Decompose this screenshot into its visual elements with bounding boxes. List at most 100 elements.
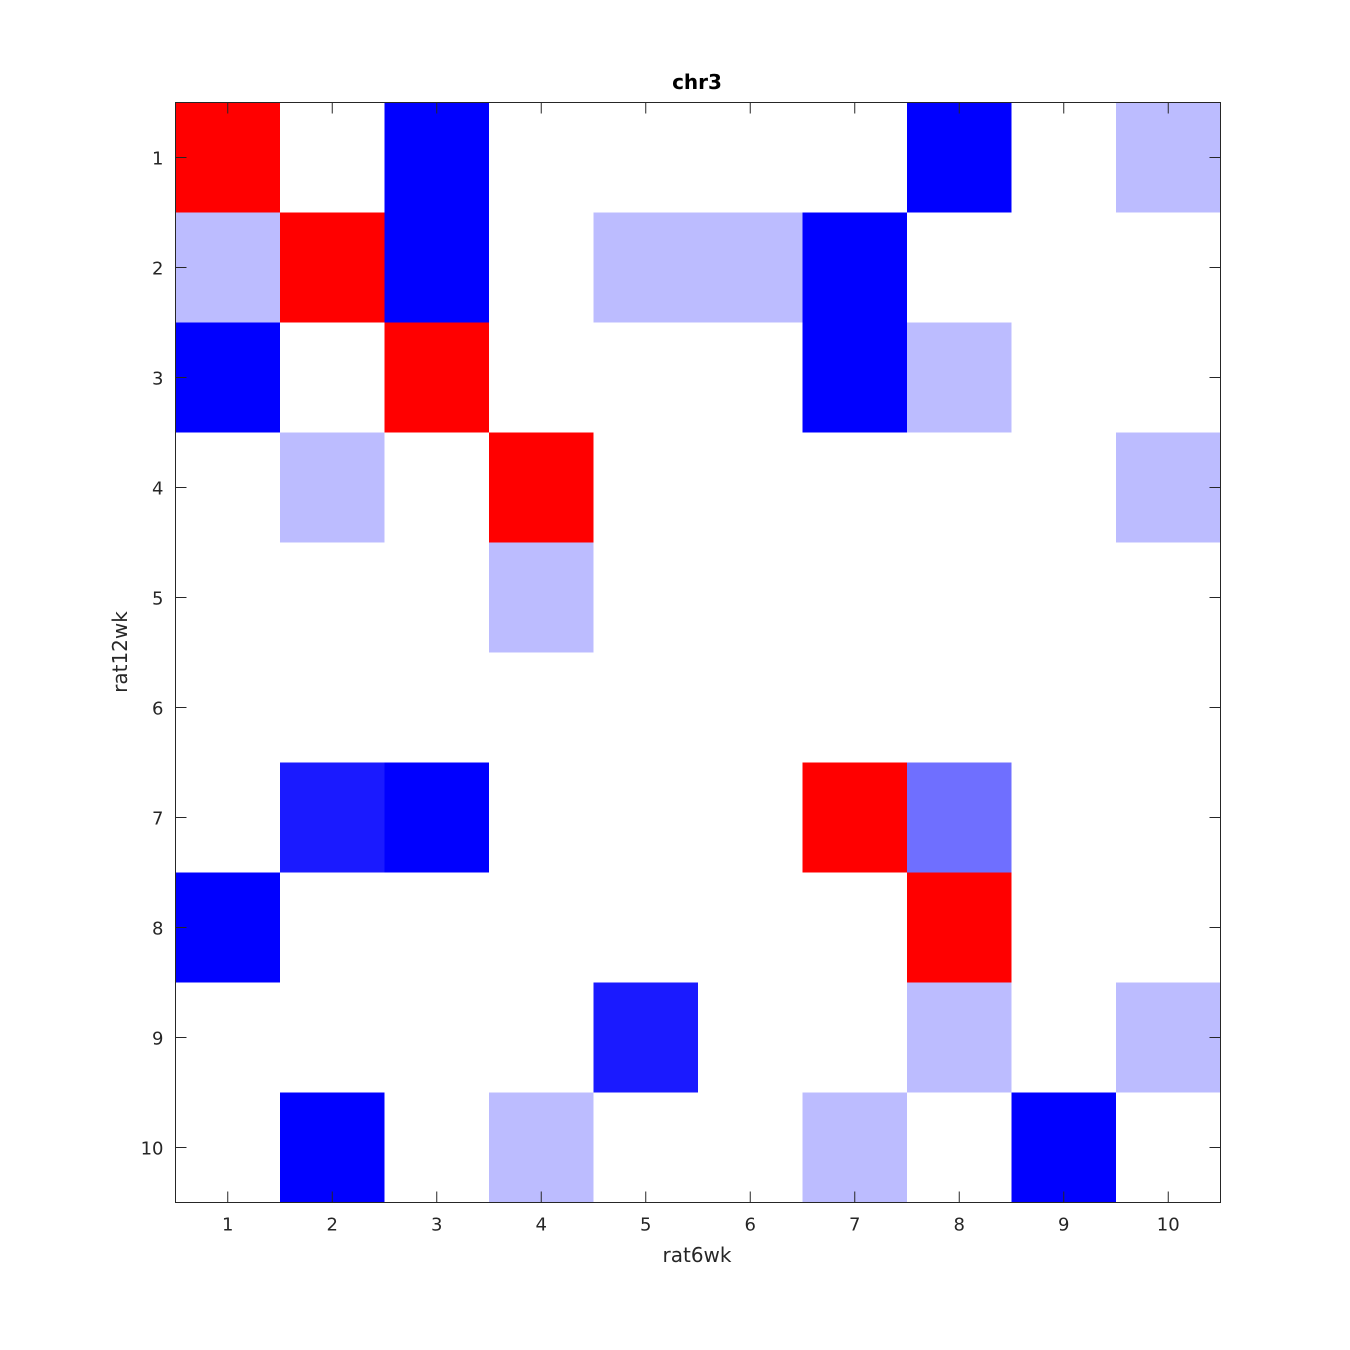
heatmap-cell-r2-c4 xyxy=(489,212,594,323)
heatmap-cell-r5-c1 xyxy=(175,542,281,653)
heatmap-cell-r10-c8 xyxy=(907,1092,1012,1203)
heatmap-cell-r2-c10 xyxy=(1116,212,1221,323)
y-tick-label: 5 xyxy=(152,589,163,610)
heatmap-cell-r7-c5 xyxy=(593,762,699,873)
y-tick-label: 6 xyxy=(152,699,163,720)
heatmap-cell-r2-c1 xyxy=(175,212,281,323)
heatmap-cell-r10-c5 xyxy=(593,1092,699,1203)
heatmap-cell-r10-c10 xyxy=(1116,1092,1221,1203)
heatmap-cell-r1-c10 xyxy=(1116,102,1221,213)
heatmap-cell-r3-c2 xyxy=(280,322,385,433)
heatmap-cell-r5-c9 xyxy=(1011,542,1117,653)
heatmap-cell-r1-c7 xyxy=(802,102,908,213)
y-tick-label: 3 xyxy=(152,369,163,390)
y-axis-label: rat12wk xyxy=(108,611,132,693)
heatmap-cell-r9-c9 xyxy=(1011,982,1117,1093)
heatmap-cell-r9-c6 xyxy=(698,982,803,1093)
heatmap-cell-r2-c7 xyxy=(802,212,908,323)
y-tick-label: 2 xyxy=(152,259,163,280)
heatmap-cell-r8-c10 xyxy=(1116,872,1221,983)
heatmap-cell-r8-c4 xyxy=(489,872,594,983)
heatmap-cell-r3-c6 xyxy=(698,322,803,433)
heatmap-cell-r3-c3 xyxy=(384,322,490,433)
heatmap-cell-r10-c7 xyxy=(802,1092,908,1203)
heatmap-cell-r3-c1 xyxy=(175,322,281,433)
x-tick-label: 5 xyxy=(640,1215,651,1236)
heatmap-cell-r5-c3 xyxy=(384,542,490,653)
heatmap-cell-r6-c1 xyxy=(175,652,281,763)
x-tick-label: 6 xyxy=(745,1215,756,1236)
heatmap-cell-r1-c2 xyxy=(280,102,385,213)
heatmap-cell-r9-c5 xyxy=(593,982,699,1093)
y-tick-label: 8 xyxy=(152,919,163,940)
x-tick-label: 9 xyxy=(1058,1215,1069,1236)
heatmap-cell-r3-c5 xyxy=(593,322,699,433)
heatmap-cell-r8-c6 xyxy=(698,872,803,983)
y-tick-label: 1 xyxy=(152,149,163,170)
heatmap-cell-r5-c2 xyxy=(280,542,385,653)
heatmap-cell-r3-c8 xyxy=(907,322,1012,433)
heatmap-cell-r6-c5 xyxy=(593,652,699,763)
heatmap-cell-r3-c7 xyxy=(802,322,908,433)
heatmap-cell-r1-c3 xyxy=(384,102,490,213)
x-tick-label: 2 xyxy=(327,1215,338,1236)
heatmap-cell-r4-c2 xyxy=(280,432,385,543)
heatmap-cell-r2-c6 xyxy=(698,212,803,323)
y-tick-label: 10 xyxy=(141,1139,164,1160)
heatmap-cell-r8-c8 xyxy=(907,872,1012,983)
heatmap-cell-r4-c4 xyxy=(489,432,594,543)
x-tick-label: 3 xyxy=(431,1215,442,1236)
heatmap-cell-r8-c3 xyxy=(384,872,490,983)
y-tick-label: 7 xyxy=(152,809,163,830)
x-axis-label: rat6wk xyxy=(663,1243,732,1267)
heatmap-cell-r9-c1 xyxy=(175,982,281,1093)
y-tick-label: 9 xyxy=(152,1029,163,1050)
heatmap-cell-r2-c9 xyxy=(1011,212,1117,323)
heatmap-cell-r1-c8 xyxy=(907,102,1012,213)
heatmap-cell-r9-c2 xyxy=(280,982,385,1093)
heatmap-cell-r7-c1 xyxy=(175,762,281,873)
heatmap-cell-r3-c10 xyxy=(1116,322,1221,433)
heatmap-cell-r4-c3 xyxy=(384,432,490,543)
heatmap-cell-r5-c8 xyxy=(907,542,1012,653)
heatmap-cell-r4-c5 xyxy=(593,432,699,543)
heatmap-cell-r9-c7 xyxy=(802,982,908,1093)
heatmap-cell-r9-c4 xyxy=(489,982,594,1093)
x-tick-label: 1 xyxy=(222,1215,233,1236)
heatmap-cell-r2-c3 xyxy=(384,212,490,323)
heatmap-cell-r4-c10 xyxy=(1116,432,1221,543)
heatmap-cell-r3-c4 xyxy=(489,322,594,433)
x-tick-label: 8 xyxy=(954,1215,965,1236)
heatmap-cell-r2-c8 xyxy=(907,212,1012,323)
heatmap-cell-r6-c2 xyxy=(280,652,385,763)
chart-title: chr3 xyxy=(672,70,722,94)
heatmap-cell-r8-c7 xyxy=(802,872,908,983)
heatmap-cell-r2-c5 xyxy=(593,212,699,323)
axis-ticks: 1 2 3 4 5 6 7 8 9 10 1 2 3 4 5 6 7 8 9 10 xyxy=(141,102,1221,1236)
heatmap-cell-r6-c7 xyxy=(802,652,908,763)
heatmap-cell-r1-c5 xyxy=(593,102,699,213)
heatmap-cell-r6-c9 xyxy=(1011,652,1117,763)
heatmap-cell-r6-c8 xyxy=(907,652,1012,763)
heatmap-cell-r3-c9 xyxy=(1011,322,1117,433)
heatmap-cell-r9-c3 xyxy=(384,982,490,1093)
heatmap-cell-r10-c9 xyxy=(1011,1092,1117,1203)
heatmap-cell-r5-c5 xyxy=(593,542,699,653)
heatmap-cell-r5-c4 xyxy=(489,542,594,653)
heatmap-cell-r6-c10 xyxy=(1116,652,1221,763)
heatmap-cell-r6-c6 xyxy=(698,652,803,763)
heatmap-cell-r7-c8 xyxy=(907,762,1012,873)
heatmap-cell-r4-c1 xyxy=(175,432,281,543)
x-tick-label: 4 xyxy=(536,1215,547,1236)
heatmap-cell-r9-c10 xyxy=(1116,982,1221,1093)
heatmap-cell-r7-c4 xyxy=(489,762,594,873)
heatmap-cell-r9-c8 xyxy=(907,982,1012,1093)
heatmap-cell-r4-c7 xyxy=(802,432,908,543)
heatmap-cell-r10-c6 xyxy=(698,1092,803,1203)
y-tick-label: 4 xyxy=(152,479,163,500)
heatmap-cell-r2-c2 xyxy=(280,212,385,323)
heatmap-cell-r1-c6 xyxy=(698,102,803,213)
heatmap-cell-r8-c2 xyxy=(280,872,385,983)
heatmap-cell-r7-c9 xyxy=(1011,762,1117,873)
heatmap-cell-r8-c9 xyxy=(1011,872,1117,983)
